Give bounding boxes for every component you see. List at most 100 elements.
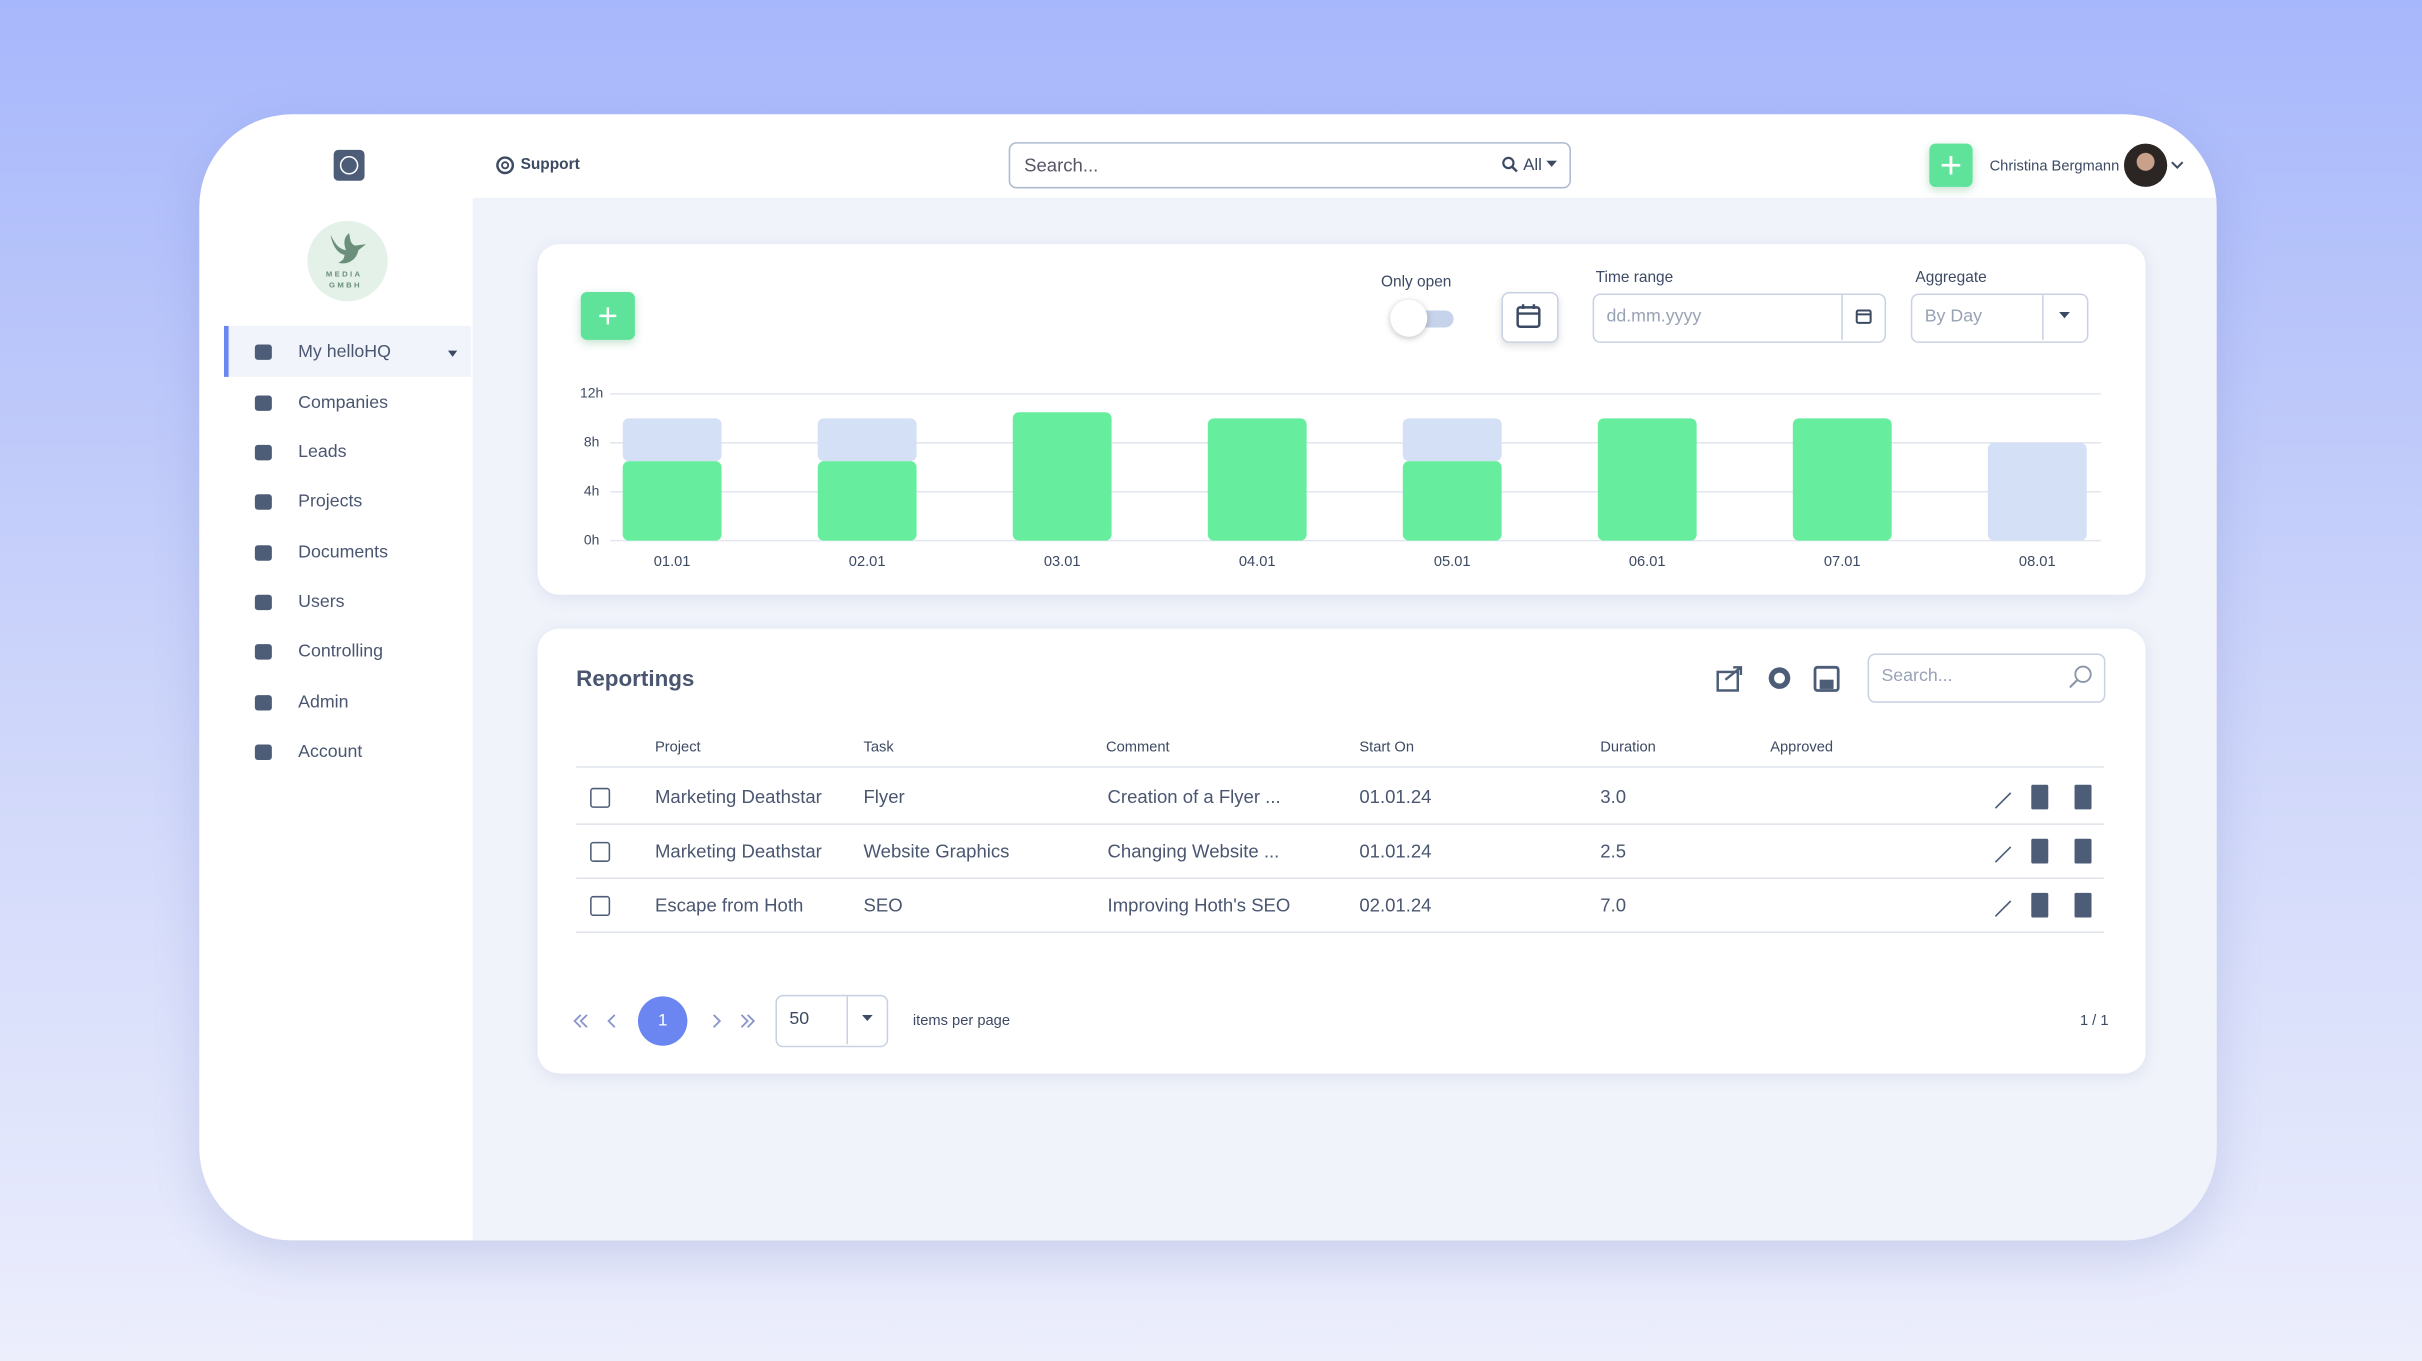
caret bbox=[2059, 312, 2070, 319]
row-rule bbox=[576, 931, 2104, 933]
table-cell: Marketing Deathstar bbox=[654, 840, 822, 862]
nav-icon bbox=[254, 444, 272, 461]
time-range-label: Time range bbox=[1595, 269, 1674, 287]
table-cell: 2.5 bbox=[1600, 840, 1627, 862]
company-logo-text: MEDIA bbox=[325, 270, 363, 280]
table-cell: Escape from Hoth bbox=[654, 894, 804, 917]
table-cell: Website Graphics bbox=[863, 840, 1010, 862]
time-range-input[interactable] bbox=[1592, 293, 1887, 343]
nav-item[interactable]: Companies bbox=[298, 393, 388, 413]
support-icon bbox=[496, 156, 515, 175]
search-icon bbox=[2069, 665, 2092, 689]
table-search-placeholder: Search... bbox=[1881, 667, 1953, 686]
aggregate-select[interactable] bbox=[1910, 293, 2089, 343]
divider bbox=[846, 996, 849, 1045]
divider bbox=[2042, 295, 2044, 340]
details-button[interactable] bbox=[2074, 838, 2092, 864]
plus-icon bbox=[599, 307, 617, 325]
company-logo-text: GMBH bbox=[329, 281, 362, 291]
search-scope[interactable]: All bbox=[1523, 156, 1542, 175]
nav-item[interactable]: Leads bbox=[298, 443, 347, 462]
caret bbox=[1546, 160, 1558, 167]
column-header: Comment bbox=[1106, 739, 1170, 757]
table-cell: 01.01.24 bbox=[1359, 786, 1432, 808]
app-logo bbox=[333, 149, 365, 181]
row-checkbox[interactable] bbox=[590, 895, 611, 917]
column-header: Start On bbox=[1359, 739, 1414, 757]
table-cell: 02.01.24 bbox=[1359, 894, 1432, 917]
page-size: 50 bbox=[789, 1010, 810, 1029]
bird-icon bbox=[330, 233, 367, 264]
items-per-page: items per page bbox=[912, 1012, 1010, 1030]
row-rule bbox=[576, 823, 2104, 825]
aggregate-label: Aggregate bbox=[1915, 269, 1987, 287]
calendar-icon bbox=[1516, 304, 1541, 328]
table-cell: Changing Website ... bbox=[1107, 840, 1280, 862]
calendar-icon bbox=[1855, 309, 1872, 324]
row-checkbox[interactable] bbox=[590, 841, 611, 862]
nav-icon bbox=[254, 344, 272, 360]
nav-icon bbox=[254, 594, 272, 611]
nav-icon bbox=[254, 545, 272, 561]
nav-icon bbox=[254, 395, 272, 411]
toolbar-icons[interactable] bbox=[1716, 664, 1843, 692]
nav-icon bbox=[254, 744, 272, 760]
divider bbox=[1841, 295, 1843, 340]
column-header: Approved bbox=[1770, 739, 1834, 757]
calendar-button[interactable] bbox=[1501, 291, 1559, 343]
current-page[interactable] bbox=[637, 996, 688, 1046]
nav-caret bbox=[447, 350, 458, 357]
delete-button[interactable] bbox=[2031, 784, 2049, 810]
details-button[interactable] bbox=[2074, 892, 2092, 918]
nav-item[interactable]: Admin bbox=[298, 693, 349, 713]
nav-icon bbox=[254, 695, 272, 711]
nav-icon bbox=[254, 494, 272, 510]
details-button[interactable] bbox=[2074, 784, 2092, 810]
table-cell: Flyer bbox=[863, 786, 905, 808]
table-cell: Marketing Deathstar bbox=[654, 786, 822, 808]
column-header: Project bbox=[654, 739, 701, 757]
header-rule bbox=[576, 766, 2104, 768]
table-cell: SEO bbox=[863, 894, 903, 917]
nav-item[interactable]: Projects bbox=[298, 492, 363, 512]
aggregate-value: By Day bbox=[1924, 307, 1982, 326]
table-cell: 3.0 bbox=[1600, 786, 1627, 808]
caret bbox=[861, 1014, 873, 1022]
pager-arrows[interactable] bbox=[572, 1010, 760, 1032]
support-link[interactable]: Support bbox=[520, 156, 580, 174]
column-header: Task bbox=[863, 739, 894, 757]
table-cell: Improving Hoth's SEO bbox=[1107, 894, 1291, 917]
nav-item[interactable]: Users bbox=[298, 593, 345, 612]
page-count: 1 / 1 bbox=[2079, 1012, 2109, 1030]
delete-button[interactable] bbox=[2031, 892, 2049, 918]
avatar[interactable] bbox=[2123, 143, 2168, 187]
global-search[interactable] bbox=[1008, 142, 1571, 189]
logo-mark bbox=[339, 156, 359, 175]
plus-icon bbox=[1941, 156, 1961, 175]
row-checkbox[interactable] bbox=[590, 787, 611, 808]
caret bbox=[2171, 161, 2184, 170]
search-placeholder: Search... bbox=[1024, 154, 1099, 177]
nav-item[interactable]: My helloHQ bbox=[298, 342, 391, 362]
table-cell: 01.01.24 bbox=[1359, 840, 1432, 862]
chart-card bbox=[537, 244, 2146, 595]
only-open-label: Only open bbox=[1380, 274, 1452, 292]
user-name[interactable]: Christina Bergmann bbox=[1989, 158, 2120, 176]
nav-item[interactable]: Account bbox=[298, 743, 363, 762]
table-search[interactable] bbox=[1867, 653, 2106, 703]
search-icon bbox=[1502, 156, 1518, 173]
reportings-title: Reportings bbox=[576, 667, 695, 693]
delete-button[interactable] bbox=[2031, 838, 2049, 864]
nav-item[interactable]: Documents bbox=[298, 543, 388, 563]
row-rule bbox=[576, 877, 2104, 879]
column-header: Duration bbox=[1600, 739, 1656, 757]
toggle-knob bbox=[1390, 299, 1428, 337]
table-cell: Creation of a Flyer ... bbox=[1107, 786, 1281, 808]
nav-icon bbox=[254, 644, 272, 660]
nav-item[interactable]: Controlling bbox=[298, 642, 384, 662]
page-size-select[interactable] bbox=[775, 994, 889, 1048]
table-cell: 7.0 bbox=[1600, 894, 1627, 917]
time-range-placeholder: dd.mm.yyyy bbox=[1606, 307, 1702, 326]
